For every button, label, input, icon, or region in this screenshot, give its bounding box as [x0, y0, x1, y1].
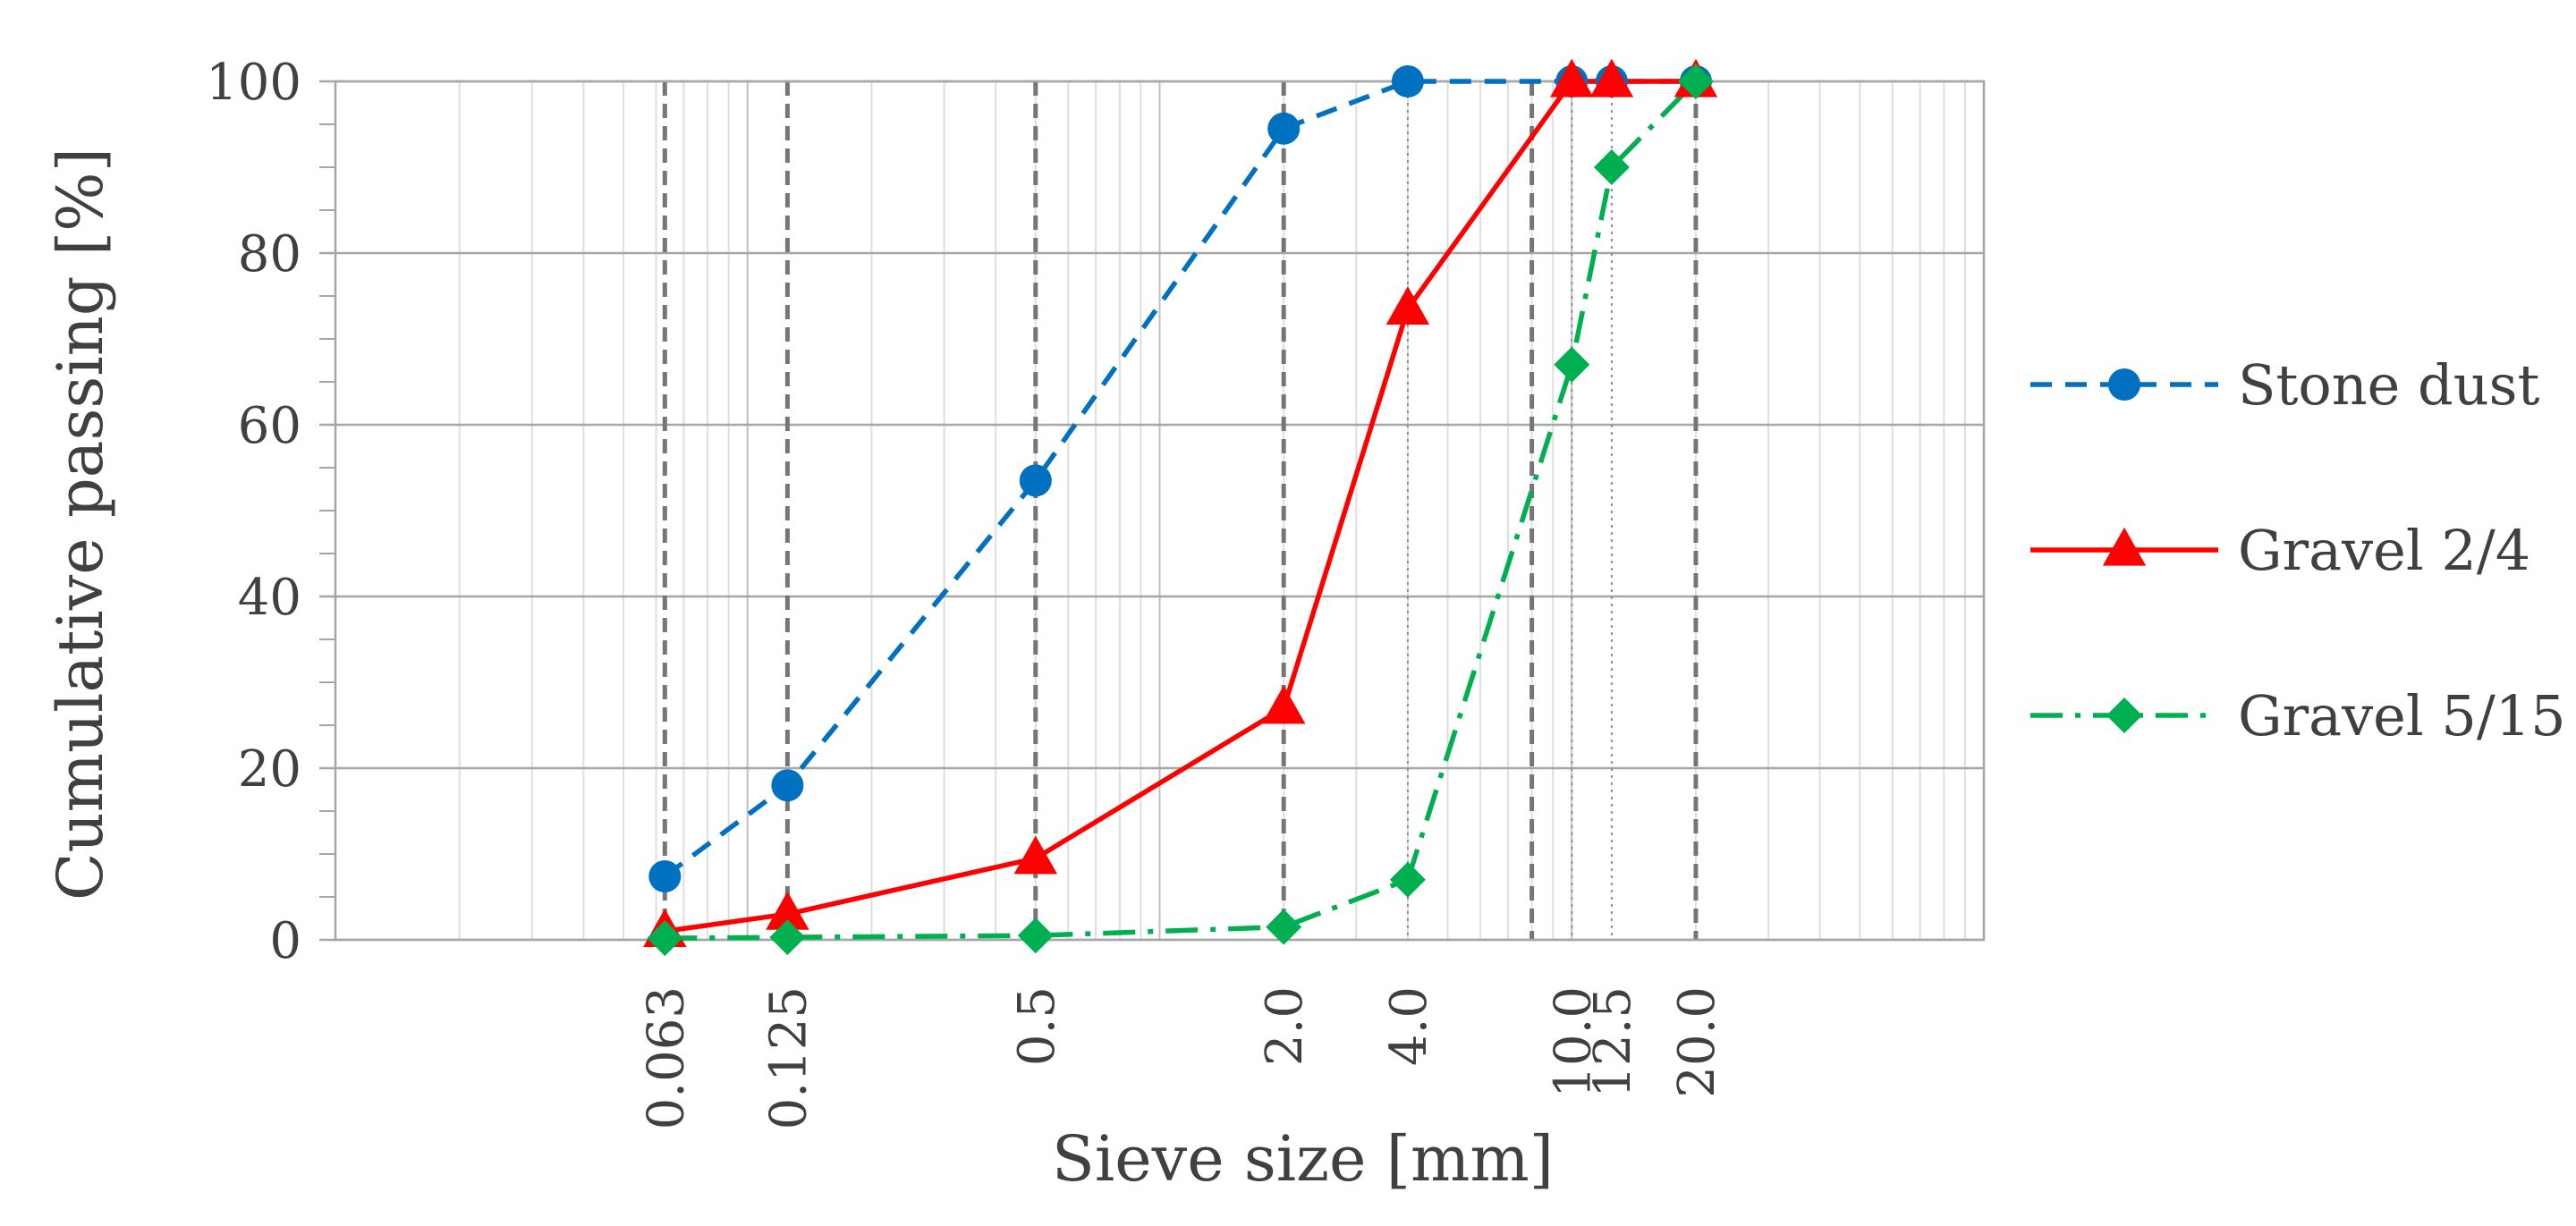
data-point [1267, 112, 1301, 145]
y-axis-title: Cumulative passing [%] [44, 148, 117, 900]
legend-marker [2102, 527, 2147, 566]
x-tick-label: 0.125 [759, 986, 818, 1129]
data-point [1391, 65, 1424, 97]
y-tick-label: 20 [238, 740, 301, 799]
y-tick-label: 60 [238, 397, 301, 455]
plot-frame [334, 80, 1986, 942]
x-axis-title: Sieve size [mm] [1052, 1122, 1554, 1196]
data-point [1677, 63, 1714, 99]
legend-label: Stone dust [2238, 352, 2539, 418]
data-point [766, 891, 809, 930]
data-point [1013, 835, 1058, 875]
data-point [771, 769, 804, 802]
legend-label: Gravel 2/4 [2238, 518, 2530, 583]
x-tick-label: 12.5 [1584, 986, 1642, 1098]
x-tick-label: 2.0 [1256, 986, 1314, 1066]
data-point [1019, 464, 1052, 497]
series-line-gravel-5-15 [665, 80, 1698, 941]
x-tick-label: 0.063 [637, 986, 695, 1129]
y-tick-label: 40 [238, 569, 301, 627]
y-tick-label: 0 [269, 912, 301, 970]
data-point [1389, 861, 1426, 898]
series-line-stone-dust [663, 79, 1696, 879]
data-point [648, 859, 682, 892]
x-tick-label: 0.5 [1008, 986, 1066, 1066]
legend-marker [2108, 368, 2140, 401]
data-point [1266, 909, 1302, 945]
x-tick-label: 4.0 [1380, 986, 1438, 1066]
data-point [1261, 685, 1306, 724]
data-point [1385, 286, 1430, 325]
data-point [1017, 917, 1054, 954]
data-point [1589, 58, 1634, 97]
legend-label: Gravel 5/15 [2238, 683, 2566, 748]
x-tick-label: 20.0 [1668, 986, 1726, 1098]
series-line-gravel-2-4 [664, 79, 1696, 934]
data-point [1593, 149, 1630, 185]
data-point [769, 919, 806, 956]
y-tick-label: 80 [238, 225, 301, 283]
data-point [647, 920, 683, 957]
data-point [1554, 346, 1590, 383]
x-tick-label: 10.0 [1544, 986, 1602, 1098]
y-tick-label: 100 [206, 54, 301, 112]
data-point [1550, 58, 1594, 97]
legend-marker [2106, 698, 2142, 733]
